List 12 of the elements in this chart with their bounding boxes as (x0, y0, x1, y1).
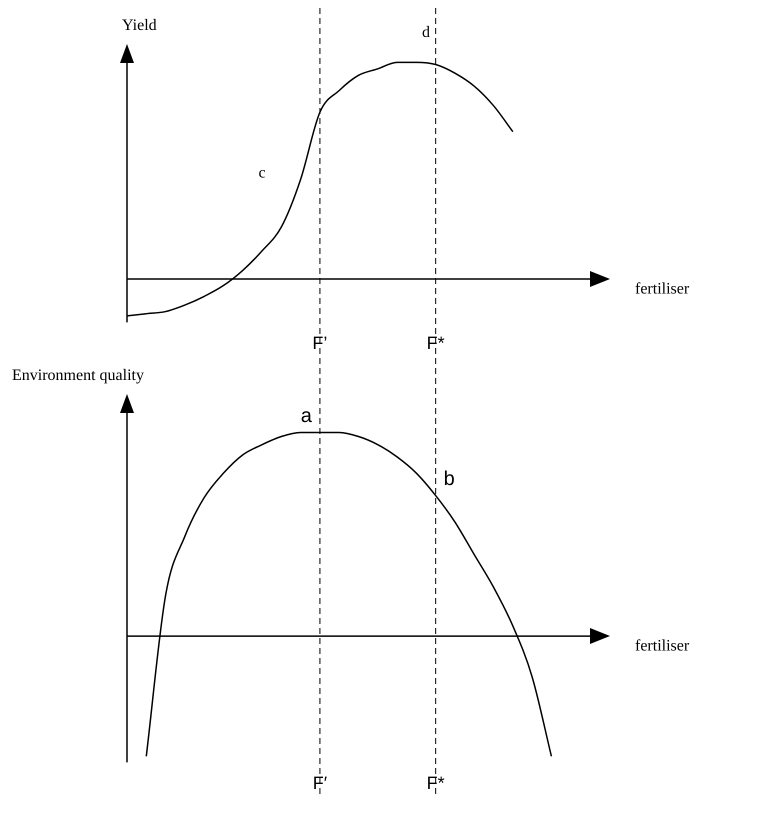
y-axis-title: Environment quality (12, 367, 144, 384)
text: d (422, 24, 430, 41)
x-tick-label: F* (426, 773, 445, 794)
annotation: a (300, 404, 313, 427)
annotation: c (258, 164, 266, 182)
annotation: b (444, 468, 455, 490)
x-tick-label: F′ (312, 773, 328, 794)
x-axis-title: fertiliser (635, 637, 690, 654)
x-axis-title: fertiliser (635, 280, 690, 298)
x-tick-label: F’ (312, 333, 328, 354)
x-tick-label: F* (426, 333, 445, 354)
y-axis-title: Yield (122, 17, 157, 34)
